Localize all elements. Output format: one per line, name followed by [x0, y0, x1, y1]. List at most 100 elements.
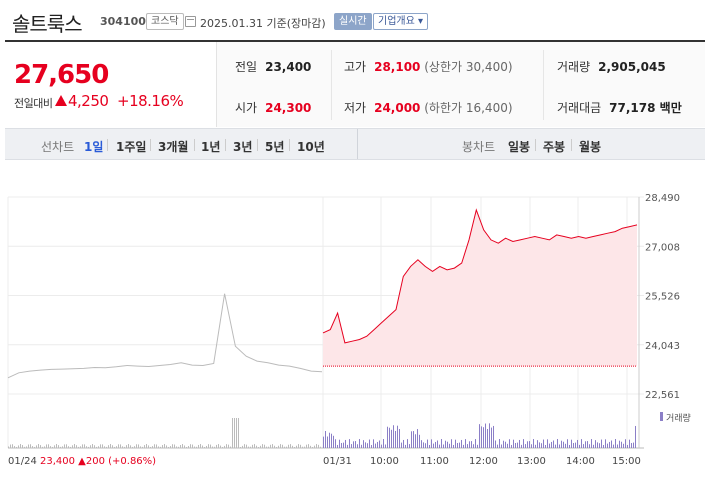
- calendar-icon: [185, 16, 196, 27]
- volume-bar: [331, 433, 332, 448]
- period-1d[interactable]: 1일: [84, 140, 104, 154]
- period-group-divider: [357, 129, 358, 159]
- volume-bar: [196, 446, 197, 448]
- volume-bar: [316, 444, 317, 448]
- volume-bar: [517, 442, 518, 448]
- stat-amount: 거래대금 77,178 백만: [557, 101, 682, 115]
- volume-bar: [248, 446, 249, 448]
- period-10y[interactable]: 10년: [297, 140, 325, 154]
- volume-bar: [70, 446, 71, 448]
- volume-bar: [96, 446, 97, 448]
- volume-bar: [565, 443, 566, 448]
- volume-bar: [252, 444, 253, 448]
- volume-bar: [407, 439, 408, 448]
- volume-bar: [226, 444, 227, 448]
- period-1w[interactable]: 1주일: [116, 140, 147, 154]
- volume-bar: [361, 444, 362, 448]
- volume-bar: [306, 444, 307, 448]
- price-chart-svg[interactable]: 28,490 27,008 25,526 24,043 22,561 거래량 01/24 01…: [0, 160, 705, 477]
- volume-bar: [601, 439, 602, 448]
- volume-bar: [284, 446, 285, 448]
- volume-bar: [24, 446, 25, 448]
- volume-bar: [216, 444, 217, 448]
- volume-bar: [579, 444, 580, 448]
- volume-bar: [531, 444, 532, 448]
- volume-bar: [403, 439, 404, 448]
- volume-bar: [60, 446, 61, 448]
- volume-bar: [409, 444, 410, 448]
- volume-bar: [282, 444, 283, 448]
- volume-bar: [475, 439, 476, 448]
- volume-bar: [160, 446, 161, 448]
- volume-bar: [238, 418, 239, 448]
- stat-high: 고가 28,100 (상한가 30,400): [344, 60, 513, 74]
- volume-bar: [280, 444, 281, 448]
- volume-bar: [405, 444, 406, 448]
- volume-bar: [593, 444, 594, 448]
- volume-bar: [296, 445, 297, 448]
- volume-bar: [54, 445, 55, 448]
- volume-bar: [234, 418, 235, 448]
- volume-bar: [523, 439, 524, 448]
- volume-bar: [337, 444, 338, 448]
- volume-bar: [573, 443, 574, 448]
- volume-bar: [84, 444, 85, 448]
- volume-bar: [166, 445, 167, 448]
- volume-bar: [537, 440, 538, 448]
- volume-bar: [353, 441, 354, 448]
- period-5y[interactable]: 5년: [265, 140, 285, 154]
- volume-bar: [607, 443, 608, 448]
- volume-bar: [575, 442, 576, 448]
- stock-header: 솔트룩스 304100 코스닥 2025.01.31 기준(장마감) 실시간 기…: [0, 0, 705, 42]
- volume-bar: [288, 444, 289, 448]
- volume-bar: [176, 446, 177, 448]
- volume-bar: [483, 427, 484, 448]
- volume-bar: [327, 436, 328, 448]
- company-info-dropdown[interactable]: 기업개요 ▾: [373, 13, 428, 30]
- volume-bar: [218, 444, 219, 448]
- volume-bar: [443, 444, 444, 448]
- volume-bar: [461, 439, 462, 448]
- volume-bar: [268, 446, 269, 448]
- price-chart[interactable]: 28,490 27,008 25,526 24,043 22,561 거래량 01/24 01…: [0, 160, 705, 477]
- volume-bar: [615, 439, 616, 448]
- volume-bar: [445, 440, 446, 448]
- realtime-button[interactable]: 실시간: [334, 13, 372, 30]
- candle-weekly[interactable]: 주봉: [543, 140, 566, 154]
- period-1y[interactable]: 1년: [201, 140, 221, 154]
- volume-bar: [294, 446, 295, 448]
- volume-bar: [88, 446, 89, 448]
- volume-bar: [210, 444, 211, 448]
- x-tick-label: 11:00: [420, 456, 449, 467]
- stock-name: 솔트룩스: [12, 12, 83, 36]
- period-divider: [535, 139, 536, 151]
- volume-bar: [82, 444, 83, 448]
- volume-bar: [367, 443, 368, 448]
- volume-bar: [272, 444, 273, 448]
- volume-bar: [397, 425, 398, 448]
- candle-monthly[interactable]: 월봉: [579, 140, 602, 154]
- volume-bar: [74, 444, 75, 448]
- volume-bar: [236, 418, 237, 448]
- volume-bar: [16, 446, 17, 448]
- volume-bar: [202, 445, 203, 448]
- period-3m[interactable]: 3개월: [158, 140, 189, 154]
- volume-bar: [563, 441, 564, 448]
- volume-bar: [78, 446, 79, 448]
- volume-bar: [447, 441, 448, 448]
- volume-bar: [286, 446, 287, 448]
- candle-daily[interactable]: 일봉: [508, 140, 531, 154]
- volume-bar: [256, 445, 257, 448]
- volume-bar: [48, 444, 49, 448]
- x-tick-label: 01/24: [8, 456, 37, 467]
- volume-bar: [463, 444, 464, 448]
- volume-bar: [375, 443, 376, 448]
- period-3y[interactable]: 3년: [233, 140, 253, 154]
- x-tick-label: 13:00: [517, 456, 546, 467]
- volume-bar: [357, 444, 358, 448]
- x-tick-label: 12:00: [469, 456, 498, 467]
- volume-bar: [451, 439, 452, 448]
- volume-bar: [220, 445, 221, 448]
- volume-bar: [262, 444, 263, 448]
- price-change-value: 4,250: [68, 92, 109, 110]
